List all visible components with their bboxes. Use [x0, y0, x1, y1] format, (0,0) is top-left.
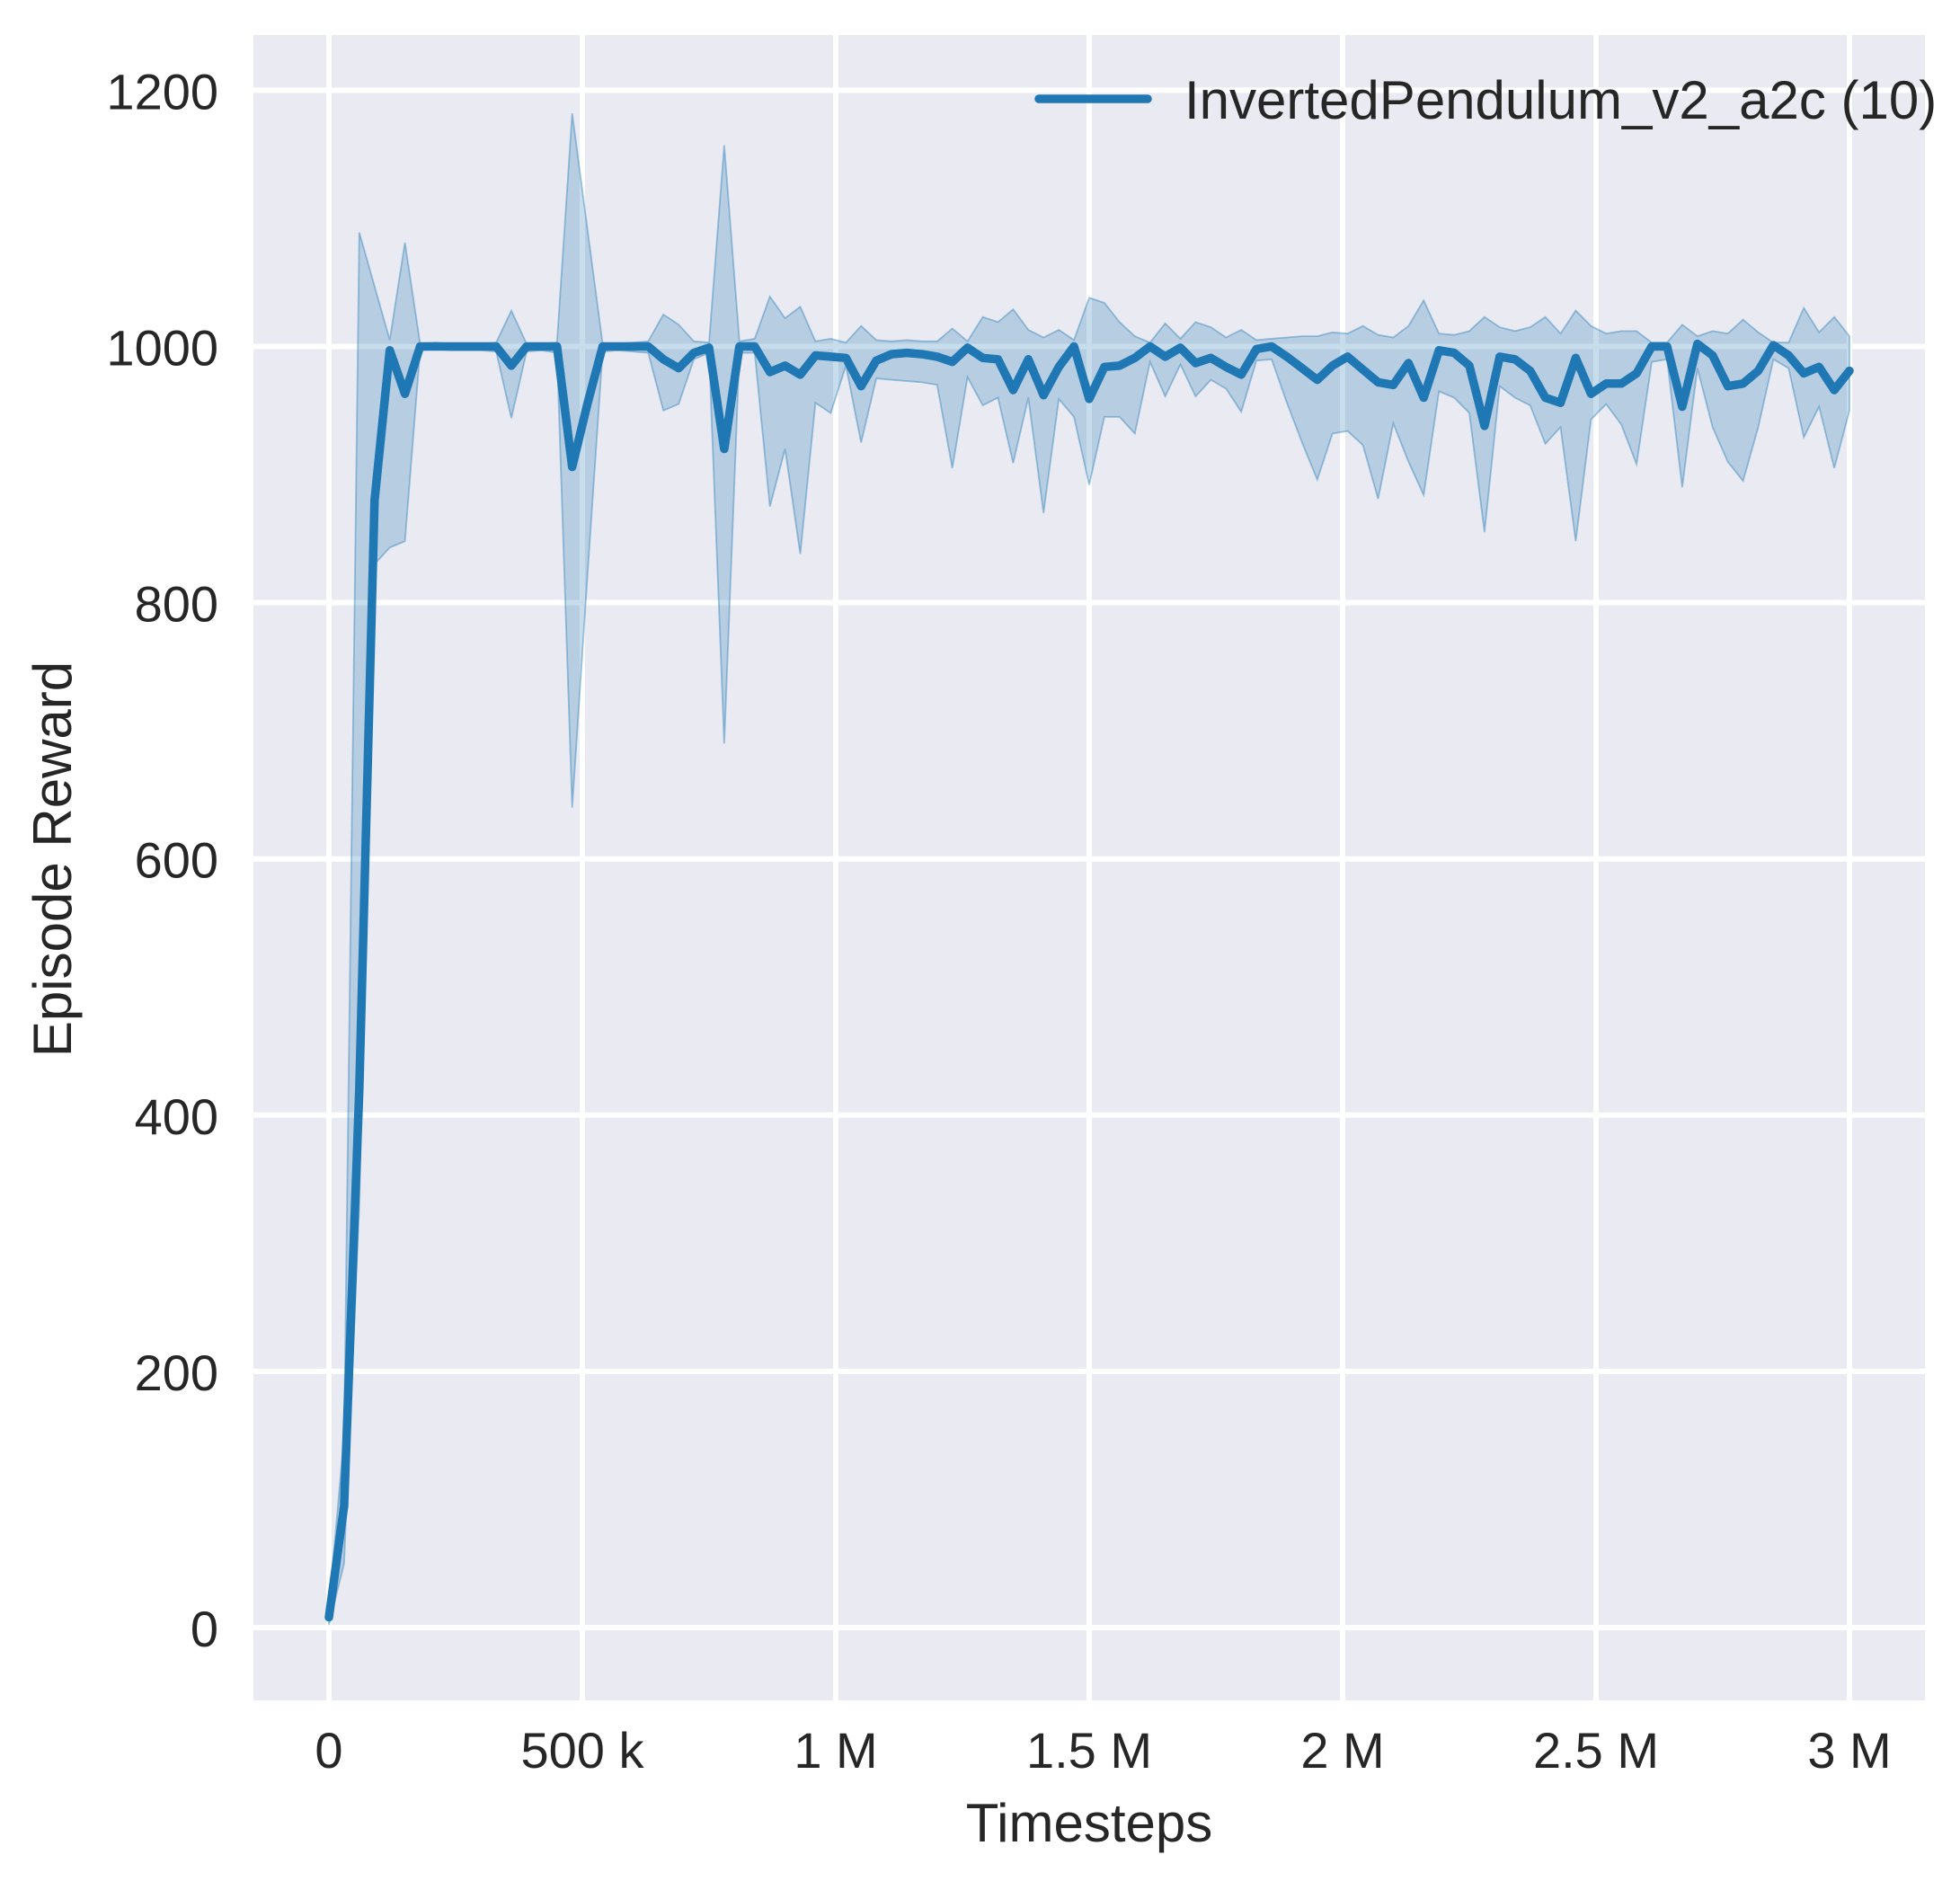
svg-text:3 M: 3 M: [1807, 1722, 1891, 1779]
svg-text:Episode Reward: Episode Reward: [22, 661, 83, 1057]
svg-text:2.5 M: 2.5 M: [1533, 1722, 1659, 1779]
svg-text:Timesteps: Timesteps: [966, 1793, 1213, 1853]
svg-text:0: 0: [315, 1722, 342, 1779]
svg-text:1000: 1000: [106, 320, 218, 377]
svg-text:InvertedPendulum_v2_a2c (10): InvertedPendulum_v2_a2c (10): [1184, 70, 1937, 130]
svg-text:2 M: 2 M: [1300, 1722, 1384, 1779]
svg-text:800: 800: [135, 576, 218, 633]
svg-text:0: 0: [191, 1601, 218, 1657]
svg-text:1200: 1200: [106, 63, 218, 120]
svg-text:500 k: 500 k: [521, 1722, 645, 1779]
svg-text:600: 600: [135, 832, 218, 889]
svg-text:400: 400: [135, 1088, 218, 1145]
svg-text:200: 200: [135, 1344, 218, 1401]
svg-text:1.5 M: 1.5 M: [1026, 1722, 1152, 1779]
svg-text:1 M: 1 M: [794, 1722, 877, 1779]
